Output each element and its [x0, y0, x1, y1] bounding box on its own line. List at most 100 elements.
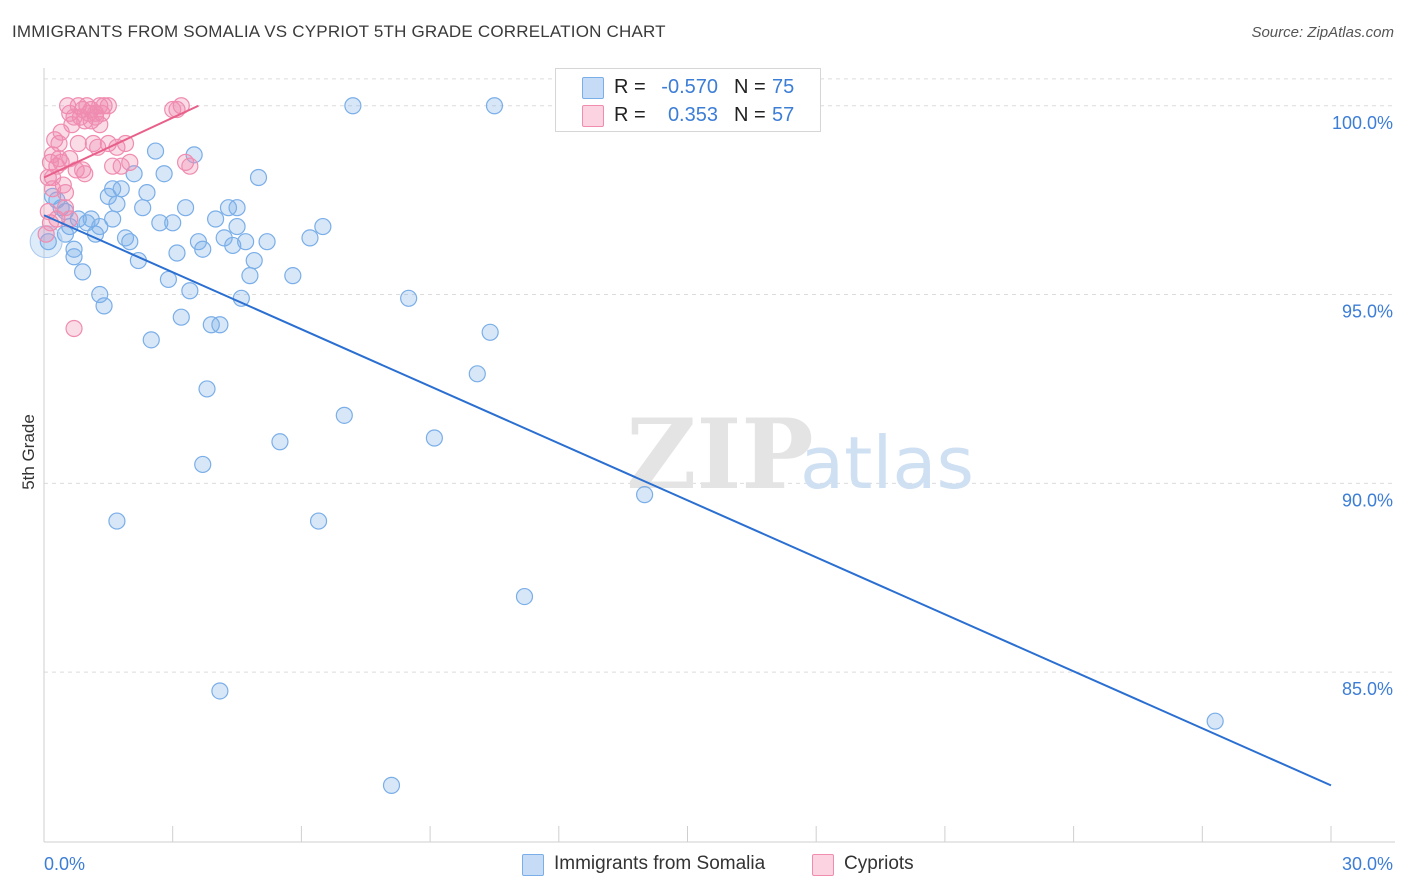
somalia-point: [400, 289, 418, 307]
legend-r-value: 0.353: [667, 104, 718, 126]
somalia-point: [198, 380, 216, 398]
somalia-point: [151, 214, 169, 232]
somalia-point: [284, 267, 302, 285]
cypriot-point: [37, 225, 55, 243]
somalia-point: [271, 433, 289, 451]
series-cypriots-points: [37, 97, 199, 338]
legend-row-somalia: R = -0.570 N = 75: [556, 73, 820, 101]
cypriot-point: [69, 134, 87, 153]
somalia-point: [207, 210, 225, 228]
cypriot-point: [56, 183, 75, 202]
somalia-point: [425, 429, 443, 447]
axes: [43, 68, 1395, 843]
somalia-point: [91, 217, 109, 236]
legend-n-value: 75: [772, 76, 795, 98]
somalia-point: [211, 316, 229, 334]
somalia-point: [232, 289, 250, 307]
somalia-point: [181, 282, 199, 300]
somalia-point: [91, 285, 109, 304]
correlation-legend: R = -0.570 N = 75 R = 0.353 N = 57: [555, 68, 821, 132]
somalia-point: [224, 236, 242, 255]
legend-r-value: -0.570: [661, 76, 718, 98]
cypriot-point: [50, 134, 68, 153]
cypriot-point: [121, 153, 139, 171]
somalia-point: [95, 297, 113, 315]
watermark-zip: ZIP: [626, 398, 813, 511]
somalia-point: [138, 183, 156, 202]
somalia-point: [108, 195, 126, 213]
cypriot-point: [112, 157, 130, 175]
legend-row-cypriots: R = 0.353 N = 57: [556, 101, 820, 129]
gridlines: [44, 78, 1395, 673]
cypriot-point: [61, 150, 79, 168]
y-axis-title: 5th Grade: [19, 414, 38, 490]
series-somalia-points: [29, 97, 1224, 794]
legend-label-somalia: Immigrants from Somalia: [554, 853, 766, 874]
cypriot-trend-line: [43, 104, 199, 179]
legend-n-label: N =: [734, 76, 766, 98]
somalia-point: [344, 97, 362, 115]
trend-lines: [43, 104, 1332, 787]
source-credit: Source: ZipAtlas.com: [1251, 24, 1394, 41]
somalia-point: [485, 97, 504, 115]
somalia-point: [74, 263, 92, 281]
somalia-point: [108, 512, 126, 530]
somalia-point: [228, 217, 246, 236]
somalia-point: [481, 323, 499, 341]
somalia-point: [125, 165, 143, 183]
somalia-point: [249, 168, 268, 187]
y-tick-label: 85.0%: [1342, 679, 1393, 699]
somalia-point: [468, 365, 486, 383]
somalia-point: [382, 776, 401, 794]
somalia-point: [65, 248, 83, 266]
cypriot-point: [76, 165, 94, 183]
somalia-point: [146, 142, 165, 160]
somalia-point: [301, 229, 319, 247]
somalia-point: [194, 240, 212, 258]
y-tick-label: 95.0%: [1342, 302, 1393, 322]
series-legend: Immigrants from Somalia Cypriots: [0, 852, 1406, 878]
legend-swatch-pink: [812, 854, 834, 876]
somalia-point: [164, 214, 182, 232]
somalia-point: [1206, 712, 1224, 730]
cypriot-point: [56, 199, 75, 217]
somalia-point: [241, 267, 259, 285]
cypriot-point: [65, 319, 83, 338]
cypriot-point: [181, 157, 199, 175]
somalia-point: [335, 406, 353, 424]
somalia-point: [228, 199, 246, 217]
somalia-point: [176, 199, 195, 217]
y-tick-label: 100.0%: [1332, 113, 1393, 133]
somalia-point: [635, 486, 654, 504]
cypriot-point: [99, 97, 117, 115]
somalia-point: [104, 210, 122, 228]
legend-swatch-pink: [582, 105, 604, 127]
watermark-atlas: atlas: [800, 421, 974, 505]
legend-n-label: N =: [734, 104, 766, 126]
chart-title: IMMIGRANTS FROM SOMALIA VS CYPRIOT 5TH G…: [12, 22, 666, 41]
somalia-point: [309, 512, 328, 530]
somalia-point: [155, 165, 173, 183]
somalia-point: [194, 455, 212, 474]
somalia-point: [134, 199, 152, 217]
somalia-point: [112, 180, 130, 198]
legend-label-cypriots: Cypriots: [844, 853, 914, 874]
somalia-point: [121, 233, 139, 251]
cypriot-point: [91, 116, 109, 134]
somalia-point: [211, 682, 229, 700]
somalia-point: [245, 251, 263, 270]
x-tick-label: 30.0%: [1342, 854, 1393, 874]
somalia-point: [237, 233, 255, 251]
legend-n-value: 57: [772, 104, 795, 126]
y-tick-label: 90.0%: [1342, 490, 1393, 510]
axis-labels: 85.0% 90.0% 95.0% 100.0% 0.0% 30.0%: [44, 113, 1393, 874]
somalia-trend-line: [43, 214, 1332, 787]
cypriot-point: [86, 104, 105, 122]
legend-r-label: R =: [614, 76, 646, 98]
somalia-point: [258, 233, 276, 251]
legend-r-label: R =: [614, 104, 646, 126]
legend-swatch-blue: [582, 77, 604, 99]
somalia-point: [314, 217, 332, 236]
somalia-point: [168, 244, 186, 262]
